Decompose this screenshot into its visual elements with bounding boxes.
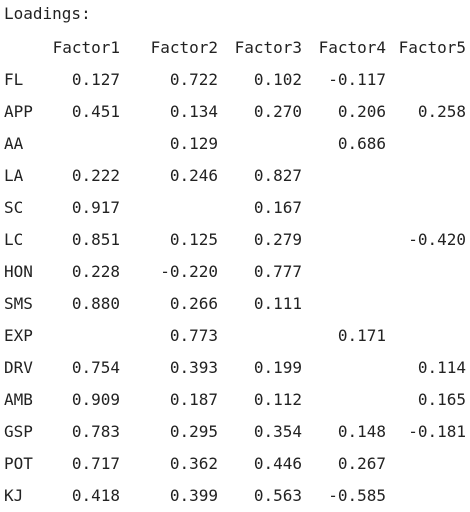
header-row: Factor1 Factor2 Factor3 Factor4 Factor5	[4, 32, 470, 64]
loading-cell: 0.165	[417, 390, 466, 409]
loading-cell: 0.258	[417, 102, 466, 121]
table-row: AA 0.129 0.686	[4, 128, 470, 160]
table-row: APP 0.451 0.134 0.270 0.206 0.258	[4, 96, 470, 128]
row-label: KJ	[4, 486, 24, 505]
table-row: FL 0.127 0.722 0.102 -0.117	[4, 64, 470, 96]
loading-cell: 0.827	[253, 166, 302, 185]
loading-cell: 0.127	[71, 70, 120, 89]
loadings-table-body: FL 0.127 0.722 0.102 -0.117 APP 0.451 0.134 0.27…	[4, 64, 470, 512]
loading-cell: 0.228	[71, 262, 120, 281]
table-row: SC 0.917 0.167	[4, 192, 470, 224]
loading-cell: 0.754	[71, 358, 120, 377]
loading-cell: 0.563	[253, 486, 302, 505]
row-label: SC	[4, 198, 24, 217]
row-label: HON	[4, 262, 33, 281]
table-row: EXP 0.773 0.171	[4, 320, 470, 352]
row-label: SMS	[4, 294, 33, 313]
row-label: POT	[4, 454, 33, 473]
row-label: LC	[4, 230, 24, 249]
loading-cell: 0.722	[169, 70, 218, 89]
loading-cell: 0.279	[253, 230, 302, 249]
loading-cell: -0.181	[408, 422, 466, 441]
loading-cell: 0.129	[169, 134, 218, 153]
loading-cell: 0.354	[253, 422, 302, 441]
loading-cell: 0.134	[169, 102, 218, 121]
loading-cell: 0.851	[71, 230, 120, 249]
loading-cell: 0.399	[169, 486, 218, 505]
loading-cell: 0.777	[253, 262, 302, 281]
row-label: AA	[4, 134, 24, 153]
loading-cell: 0.717	[71, 454, 120, 473]
table-row: POT 0.717 0.362 0.446 0.267	[4, 448, 470, 480]
loading-cell: -0.220	[160, 262, 218, 281]
table-row: LC 0.851 0.125 0.279 -0.420	[4, 224, 470, 256]
table-row: LA 0.222 0.246 0.827	[4, 160, 470, 192]
row-label: FL	[4, 70, 24, 89]
loading-cell: 0.148	[337, 422, 386, 441]
loading-cell: 0.880	[71, 294, 120, 313]
column-header-2: Factor2	[150, 38, 218, 57]
loading-cell: -0.420	[408, 230, 466, 249]
loadings-output: Loadings: Factor1 Factor2 Factor3 Factor4 Fa…	[4, 0, 470, 512]
loading-cell: 0.246	[169, 166, 218, 185]
loading-cell: 0.773	[169, 326, 218, 345]
table-row: AMB 0.909 0.187 0.112 0.165	[4, 384, 470, 416]
loading-cell: 0.102	[253, 70, 302, 89]
loading-cell: 0.167	[253, 198, 302, 217]
loading-cell: 0.199	[253, 358, 302, 377]
table-row: GSP 0.783 0.295 0.354 0.148 -0.181	[4, 416, 470, 448]
table-row: SMS 0.880 0.266 0.111	[4, 288, 470, 320]
loading-cell: 0.206	[337, 102, 386, 121]
column-header-4: Factor4	[318, 38, 386, 57]
loading-cell: 0.270	[253, 102, 302, 121]
loading-cell: 0.114	[417, 358, 466, 377]
loading-cell: 0.686	[337, 134, 386, 153]
loading-cell: -0.117	[328, 70, 386, 89]
loading-cell: 0.917	[71, 198, 120, 217]
row-label: DRV	[4, 358, 33, 377]
row-label: EXP	[4, 326, 33, 345]
column-header-5: Factor5	[398, 38, 466, 57]
column-header-3: Factor3	[234, 38, 302, 57]
loading-cell: 0.222	[71, 166, 120, 185]
loading-cell: 0.267	[337, 454, 386, 473]
table-row: HON 0.228 -0.220 0.777	[4, 256, 470, 288]
loading-cell: 0.266	[169, 294, 218, 313]
loading-cell: 0.171	[337, 326, 386, 345]
loading-cell: 0.187	[169, 390, 218, 409]
loading-cell: 0.909	[71, 390, 120, 409]
column-header-1: Factor1	[52, 38, 120, 57]
table-row: DRV 0.754 0.393 0.199 0.114	[4, 352, 470, 384]
loadings-title: Loadings:	[4, 4, 91, 23]
loading-cell: -0.585	[328, 486, 386, 505]
loading-cell: 0.393	[169, 358, 218, 377]
row-label: LA	[4, 166, 24, 185]
row-label: APP	[4, 102, 33, 121]
loading-cell: 0.446	[253, 454, 302, 473]
row-label: GSP	[4, 422, 33, 441]
loading-cell: 0.112	[253, 390, 302, 409]
table-row: KJ 0.418 0.399 0.563 -0.585	[4, 480, 470, 512]
loading-cell: 0.451	[71, 102, 120, 121]
loading-cell: 0.111	[253, 294, 302, 313]
loading-cell: 0.125	[169, 230, 218, 249]
loading-cell: 0.362	[169, 454, 218, 473]
row-label: AMB	[4, 390, 33, 409]
loading-cell: 0.295	[169, 422, 218, 441]
loading-cell: 0.783	[71, 422, 120, 441]
loading-cell: 0.418	[71, 486, 120, 505]
